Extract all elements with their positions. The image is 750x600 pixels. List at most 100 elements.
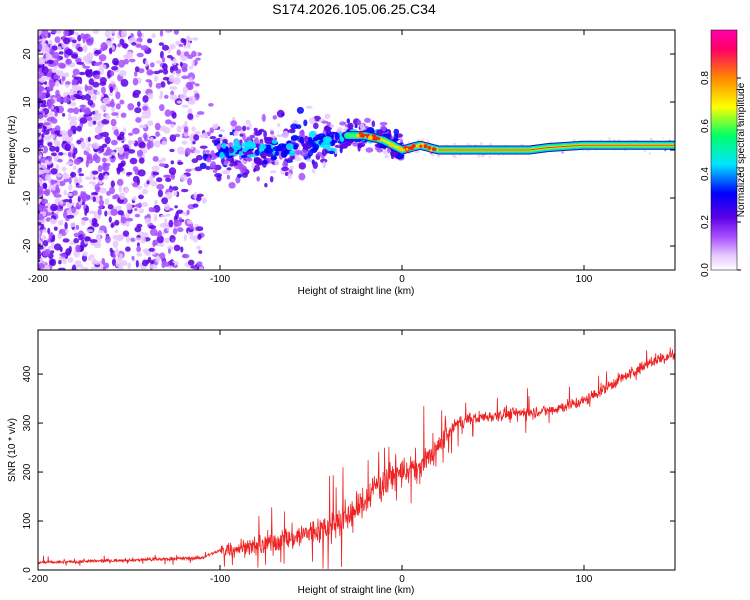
spectrogram-cell [65,58,72,65]
spectrogram-cell [155,131,160,137]
spectrogram-cell [123,151,130,156]
spectrogram-cell [73,158,81,165]
spectrogram-cell [99,61,103,65]
spectrogram-cell [166,225,170,232]
spectrogram-cell [66,192,73,197]
spectrogram-cell [38,247,41,254]
spectrogram-cell [169,43,176,50]
spectrogram-cell [163,174,171,178]
spectrogram-cell [232,143,242,151]
spectrogram-cell [120,30,128,38]
spectrogram-cell [182,66,187,71]
spectrogram-cell [95,234,101,239]
spectrogram-cell [104,174,109,180]
spectrogram-cell [118,146,125,154]
spectrogram-cell [253,127,258,132]
snr-y-label: SNR (10 * v/v) [7,418,18,482]
spectrogram-cell [38,78,43,82]
spectrogram-cell [84,236,91,242]
spectrogram-cell [151,33,156,39]
spectrogram-cell [56,57,60,62]
spectrogram-cell [50,179,58,184]
spectrogram-cell [313,122,319,130]
spectrogram-cell [137,136,143,143]
spectrogram-cell [195,113,200,118]
spectrogram-cell [54,111,58,117]
spectrogram-cell [339,121,347,126]
spectrogram-cell [216,174,222,182]
spectrogram-cell [166,55,173,59]
spectrogram-cell [94,49,102,55]
spectrogram-cell [79,117,88,124]
spectrogram-cell [170,174,175,178]
spectrogram-cell [99,81,107,86]
spectrogram-cell [54,36,61,44]
spectrogram-cell [42,229,47,233]
spectrogram-cell [489,143,493,146]
colorbar-tick-label: 0.2 [700,215,711,229]
spectrogram-cell [177,227,184,233]
spectrogram-cell [283,150,290,155]
spectrogram-cell [154,122,161,131]
spectrogram-hotspot [360,133,365,138]
spectrogram-cell [110,101,115,108]
spectrogram-cell [115,261,123,268]
spectrogram-cell [92,196,97,203]
spectrogram-cell [50,203,58,212]
spectrogram-cell [266,152,274,157]
spectrogram-cell [55,80,60,88]
spectrogram-cell [99,187,107,194]
spectrogram-cell [62,96,71,103]
spectrogram-cell [312,161,318,169]
spectrogram-cell [192,203,199,208]
spectrogram-cell [142,105,149,111]
spectrogram-cell [138,68,145,74]
spectrogram-cell [245,119,251,125]
spectrogram-cell [163,261,170,268]
spectrogram-cell [222,169,231,175]
spectrogram-cell [192,37,199,41]
spectrogram-cell [121,43,129,49]
spectrogram-cell [240,160,247,164]
spectrogram-cell [47,227,51,235]
spectrogram-cell [63,199,71,203]
spectrogram-cell [187,259,195,266]
spectrogram-cell [201,132,209,139]
spectrogram-cell [117,153,126,160]
spectrogram-cell [38,73,42,79]
spectrogram-cell [266,144,272,149]
spectrogram-cell [260,151,267,159]
spectrogram-cell [159,222,168,228]
spectrogram-cell [92,30,100,35]
spectrogram-cell [93,70,101,76]
spectrogram-cell [49,145,57,152]
spectrogram-cell [57,62,65,69]
spectrogram-cell [189,134,195,143]
spectrogram-cell [384,154,389,159]
spectrogram-cell [69,222,76,228]
snr-plot-area [38,330,675,570]
spectrogram-cell [131,255,135,261]
spectrogram-cell [197,111,205,115]
spectrogram-cell [180,246,184,253]
spectrogram-cell [134,237,142,241]
spectrogram-cell [205,150,210,153]
spectrogram-cell [182,86,189,94]
spectrogram-cell [152,171,160,176]
spectrogram-cell [437,154,440,158]
spectrogram-hotspot [367,133,370,137]
spectrogram-cell [39,43,43,52]
spectrogram-cell [158,42,165,46]
spectrogram-cell [169,94,178,101]
spectrogram-cell [89,194,94,201]
spectrogram-cell [104,210,108,217]
spectrogram-cell [109,247,113,253]
spectrogram-cell [97,230,105,234]
spectrogram-cell [85,85,93,91]
spectrogram-cell [102,97,111,105]
spectrogram-cell [177,161,184,165]
spectrogram-cell [212,169,218,173]
spectrogram-cell [467,142,470,146]
spectrogram-cell [417,139,420,142]
